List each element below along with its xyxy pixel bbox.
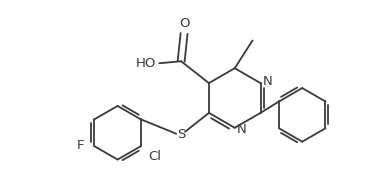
Text: N: N: [237, 123, 247, 136]
Text: S: S: [177, 128, 185, 141]
Text: F: F: [77, 139, 84, 152]
Text: Cl: Cl: [148, 150, 161, 163]
Text: HO: HO: [136, 57, 156, 70]
Text: O: O: [179, 17, 189, 30]
Text: N: N: [263, 75, 273, 88]
